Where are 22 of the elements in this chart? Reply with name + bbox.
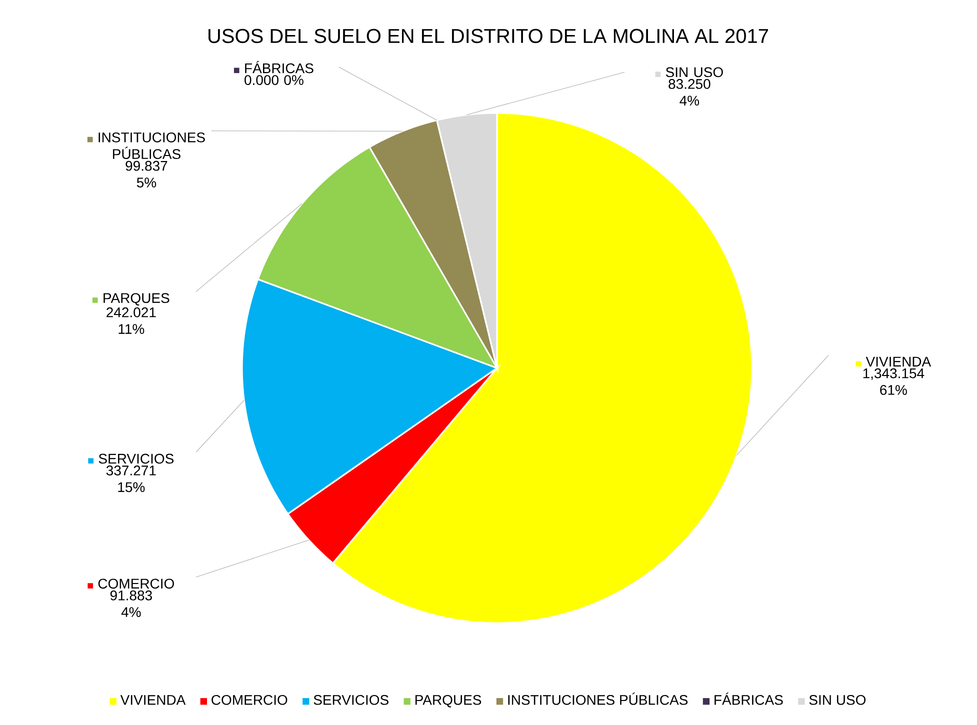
legend-label: FÁBRICAS xyxy=(714,692,783,705)
data-label: 99.837 5% xyxy=(126,160,168,188)
data-label: 1,343.154 61% xyxy=(863,368,924,395)
legend-label: COMERCIO xyxy=(98,578,174,589)
category-label: SIN USO xyxy=(809,694,866,705)
category-label: COMERCIO xyxy=(212,694,288,705)
legend-label: SERVICIOS xyxy=(98,454,174,464)
category-label: INSTITUCIONES PÚBLICAS xyxy=(508,692,688,705)
text: 0.000 0% xyxy=(244,75,304,86)
category-label: FÁBRICAS xyxy=(245,60,314,74)
legend-label: INSTITUCIONES PÚBLICAS xyxy=(98,132,205,160)
category-label: PARQUES xyxy=(415,694,482,708)
legend-label: PARQUES xyxy=(104,293,170,306)
legend-label: SIN USO xyxy=(666,67,723,78)
chart-title: USOS DEL SUELO EN EL DISTRITO DE LA MOLINA AL 2017 xyxy=(208,28,768,44)
category-label: VIVIENDA xyxy=(120,695,186,705)
data-label: 91.883 4% xyxy=(110,590,152,617)
data-label: 242.021 11% xyxy=(106,307,156,334)
data-label: 337.271 15% xyxy=(106,466,156,492)
legend-label: VIVIENDA xyxy=(866,356,932,366)
data-label: 83.250 4% xyxy=(668,79,710,106)
category-label: SERVICIOS xyxy=(314,694,388,705)
